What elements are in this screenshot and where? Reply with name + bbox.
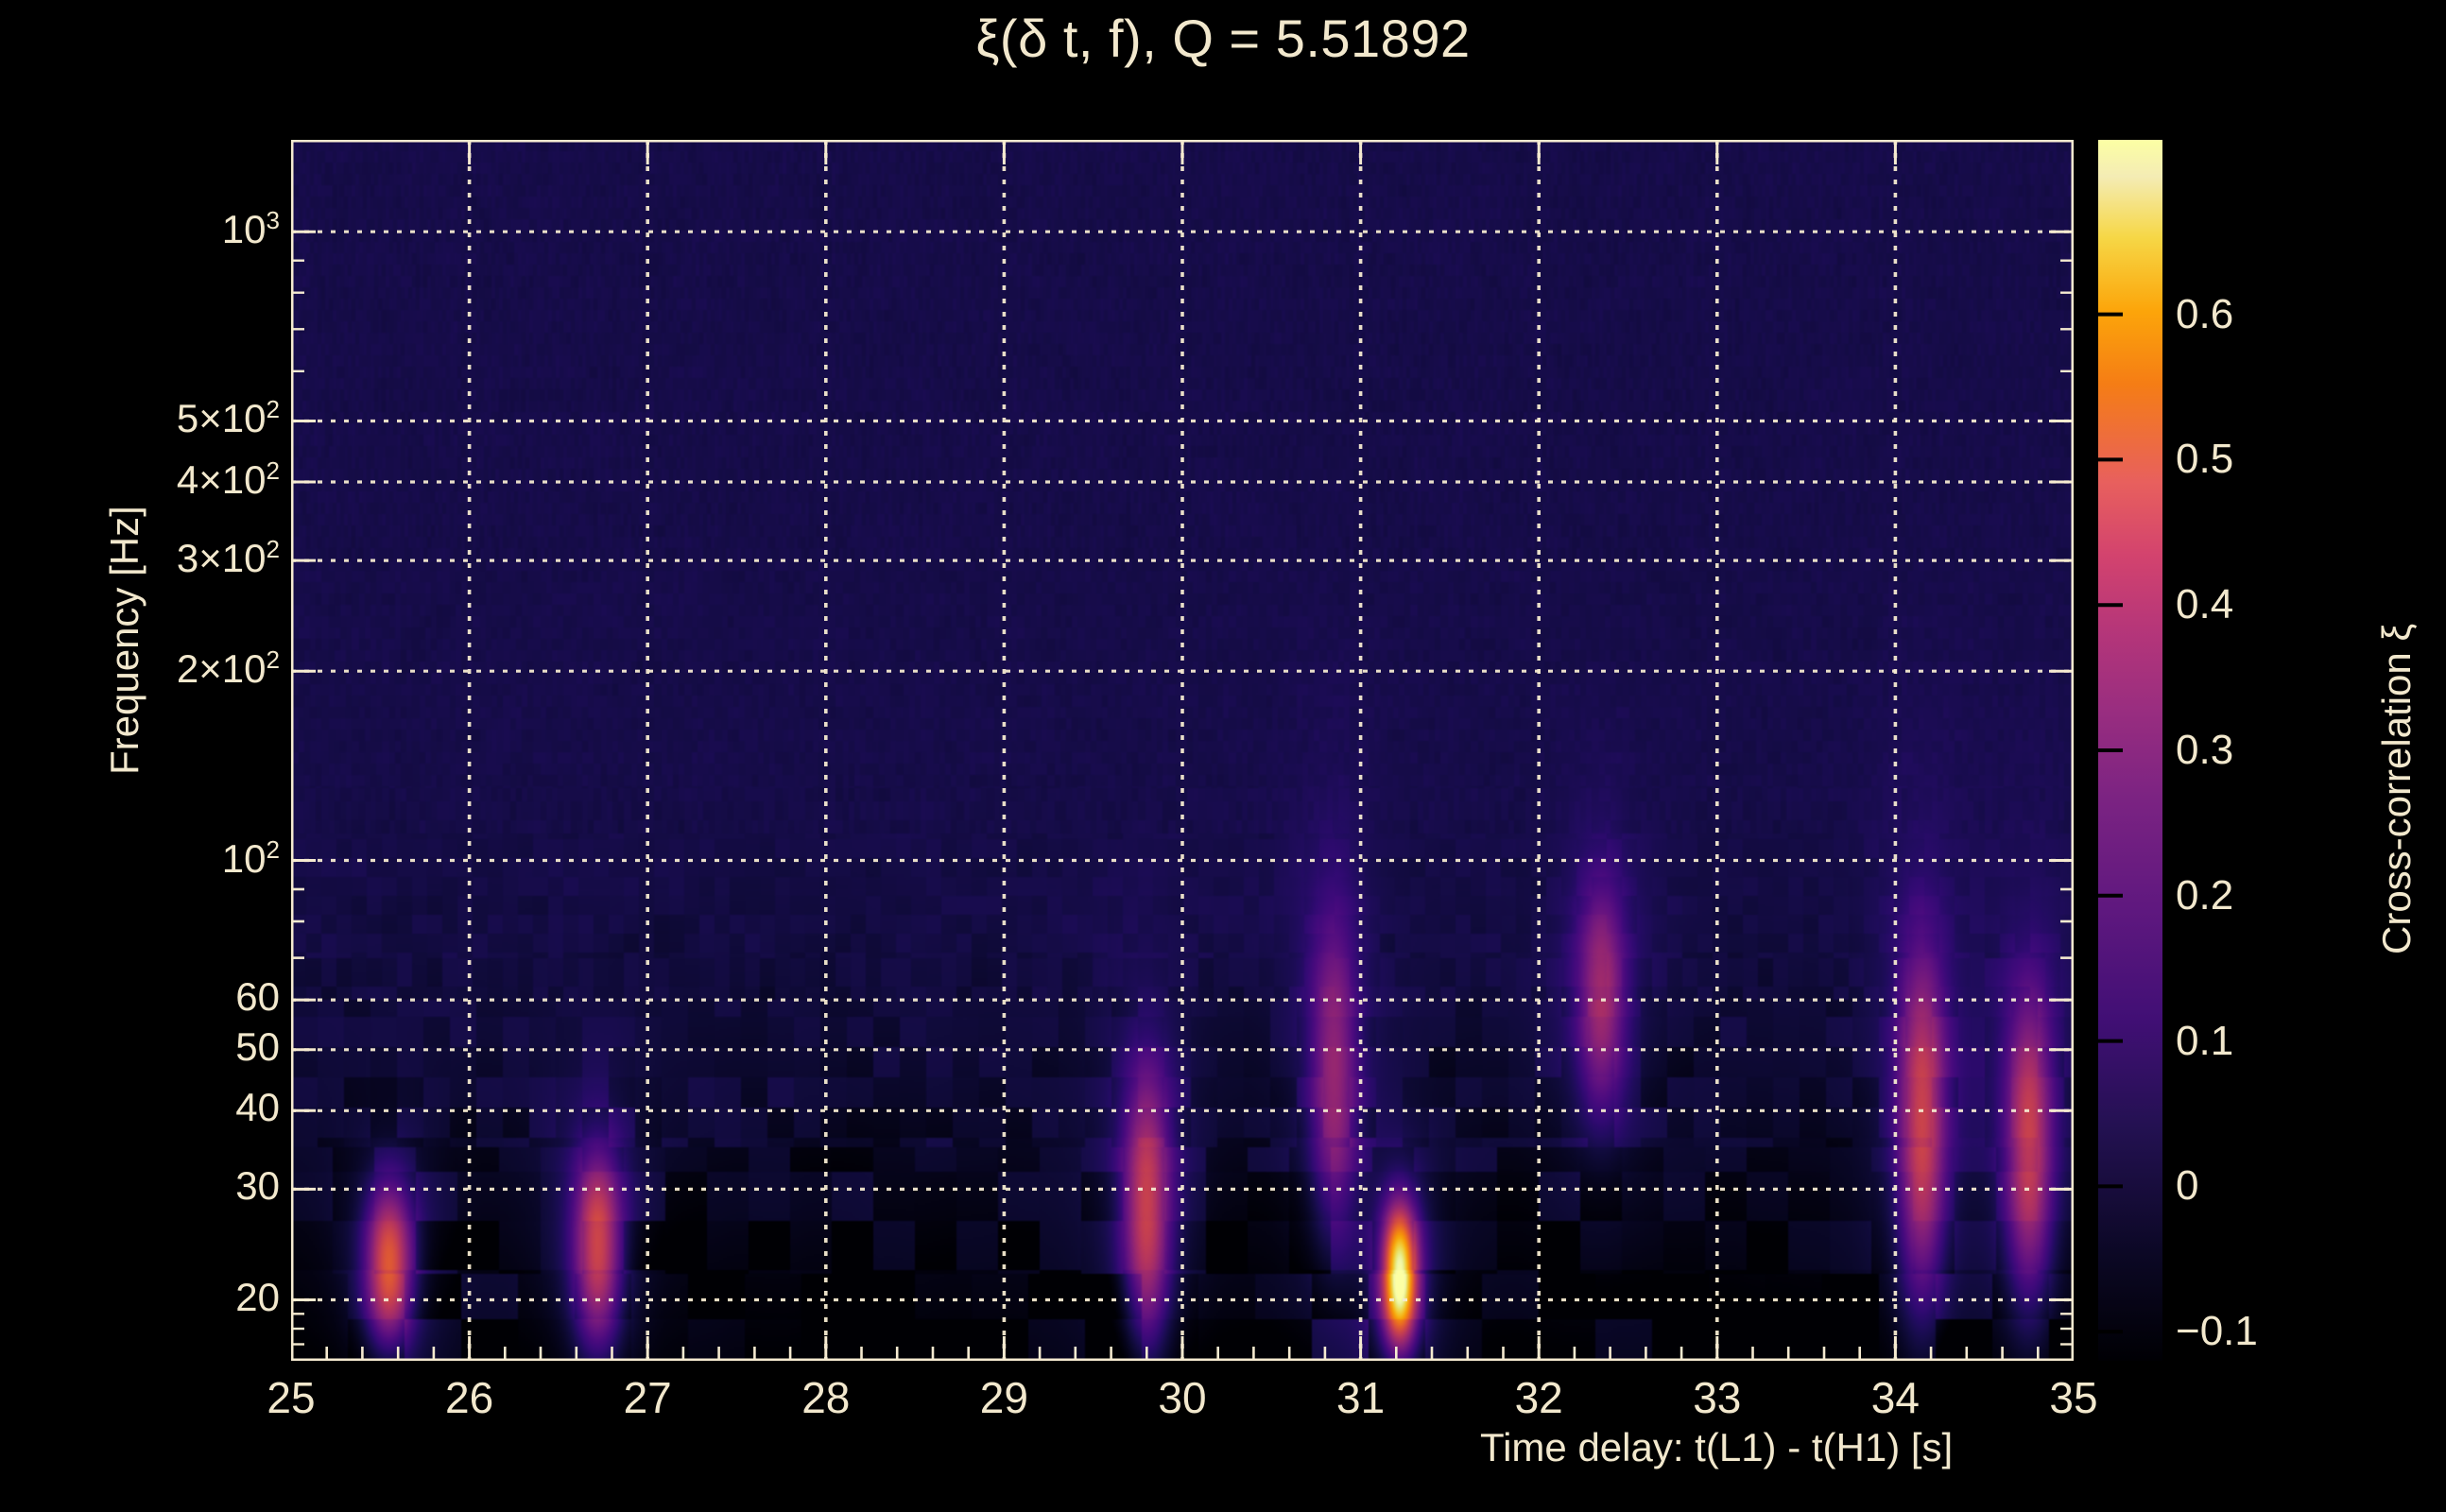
x-tick-label: 27 <box>623 1373 672 1422</box>
colorbar-axis-title: Cross-correlation ξ <box>2374 623 2419 954</box>
y-tick-label: 103 <box>221 206 280 252</box>
y-tick-label: 4×102 <box>176 455 280 502</box>
colorbar-gradient <box>2098 140 2162 1361</box>
colorbar-tick-label: 0.4 <box>2176 581 2234 628</box>
y-tick-label-group: 103 5×102 4×102 3×102 2×102 102 60 50 40 30 20 <box>0 0 280 1512</box>
y-tick-label: 20 <box>235 1274 280 1319</box>
x-tick-label: 33 <box>1693 1373 1742 1422</box>
colorbar-tick-label: 0.1 <box>2176 1017 2234 1064</box>
colorbar-tick-label: −0.1 <box>2176 1308 2258 1355</box>
x-tick-label: 26 <box>445 1373 494 1422</box>
x-tick-label: 29 <box>979 1373 1028 1422</box>
colorbar-tick-label: 0.5 <box>2176 436 2234 483</box>
colorbar-tick-label: 0.3 <box>2176 727 2234 773</box>
x-tick-label: 35 <box>2049 1373 2098 1422</box>
y-tick-label: 2×102 <box>176 645 280 692</box>
y-tick-label: 30 <box>235 1163 280 1209</box>
y-tick-label: 102 <box>221 834 280 881</box>
x-tick-label: 28 <box>801 1373 851 1422</box>
colorbar-tick-label: 0 <box>2176 1162 2199 1210</box>
x-tick-label: 34 <box>1870 1373 1920 1422</box>
x-tick-label: 30 <box>1158 1373 1207 1422</box>
x-tick-label: 25 <box>267 1373 316 1422</box>
heatmap-plot-area <box>291 140 2074 1361</box>
heatmap-canvas <box>291 140 2074 1361</box>
plot-title: ξ(δ t, f), Q = 5.51892 <box>975 9 1471 68</box>
x-axis-title: Time delay: t(L1) - t(H1) [s] <box>1480 1425 1954 1469</box>
y-tick-label: 60 <box>235 974 280 1020</box>
x-tick-label: 32 <box>1514 1373 1563 1422</box>
x-tick-label: 31 <box>1336 1373 1386 1422</box>
colorbar-tick-label: 0.2 <box>2176 871 2234 919</box>
y-tick-label: 3×102 <box>176 535 280 581</box>
colorbar-tick-label: 0.6 <box>2176 290 2234 337</box>
y-tick-label: 5×102 <box>176 395 280 441</box>
y-tick-label: 40 <box>235 1085 280 1130</box>
y-tick-label: 50 <box>235 1023 280 1069</box>
